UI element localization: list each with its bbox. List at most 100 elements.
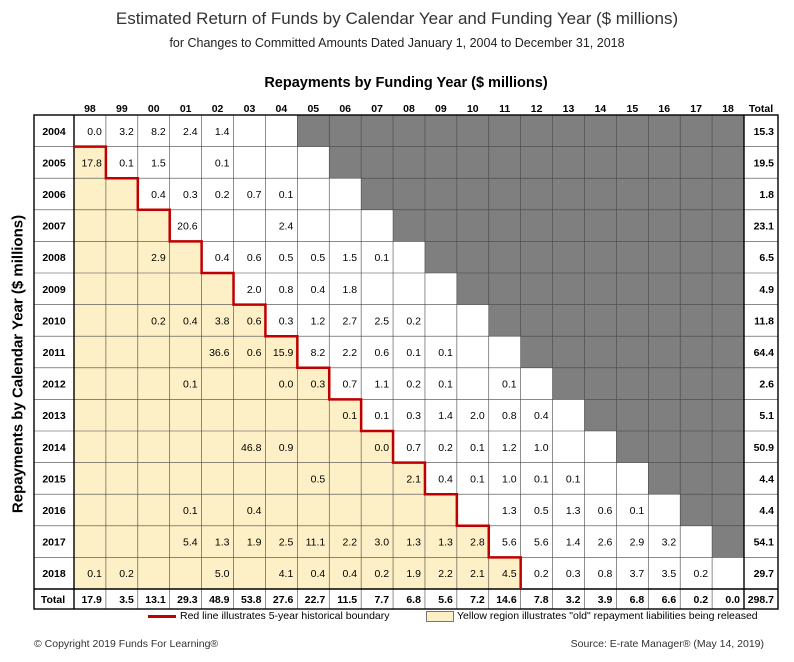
cell-value: 4.5 bbox=[502, 568, 517, 580]
column-header: 06 bbox=[339, 103, 351, 115]
yellow-cell bbox=[169, 557, 202, 589]
cell-value: 2.2 bbox=[343, 347, 358, 359]
cell-value: 0.1 bbox=[566, 473, 581, 485]
yellow-cell bbox=[329, 431, 362, 463]
column-total: 14.6 bbox=[496, 594, 517, 606]
cell-value: 1.2 bbox=[502, 442, 517, 454]
row-total: 6.5 bbox=[759, 252, 774, 264]
gray-cell bbox=[648, 399, 681, 431]
cell-value: 0.7 bbox=[343, 379, 358, 391]
yellow-cell bbox=[169, 399, 202, 431]
gray-cell bbox=[424, 241, 457, 273]
yellow-cell bbox=[105, 494, 138, 526]
gray-cell bbox=[648, 336, 681, 368]
yellow-cell bbox=[105, 178, 138, 210]
gray-cell bbox=[680, 431, 713, 463]
gray-cell bbox=[680, 494, 713, 526]
gray-cell bbox=[424, 209, 457, 242]
gray-cell bbox=[712, 336, 744, 368]
cell-value: 11.1 bbox=[306, 537, 326, 549]
yellow-cell bbox=[424, 525, 457, 558]
gray-cell bbox=[680, 336, 713, 368]
yellow-cell bbox=[137, 525, 170, 558]
row-total: 2.6 bbox=[759, 379, 774, 391]
cell-value: 0.4 bbox=[215, 252, 230, 264]
gray-cell bbox=[552, 178, 585, 210]
yellow-cell bbox=[233, 525, 266, 558]
gray-cell bbox=[456, 273, 489, 305]
yellow-cell bbox=[74, 209, 106, 242]
gray-cell bbox=[361, 178, 394, 210]
gray-cell bbox=[648, 431, 681, 463]
cell-value: 3.2 bbox=[119, 126, 134, 138]
column-header: 10 bbox=[467, 103, 479, 115]
cell-value: 1.3 bbox=[215, 537, 230, 549]
gray-cell bbox=[552, 241, 585, 273]
yellow-cell bbox=[201, 336, 234, 368]
row-total: 1.8 bbox=[759, 189, 774, 201]
cell-value: 2.4 bbox=[183, 126, 198, 138]
column-total: 53.8 bbox=[241, 594, 262, 606]
yellow-cell bbox=[74, 525, 106, 558]
yellow-cell bbox=[361, 494, 394, 526]
yellow-cell bbox=[297, 557, 330, 589]
column-header: 04 bbox=[276, 103, 288, 115]
yellow-cell bbox=[74, 273, 106, 305]
row-header: 2005 bbox=[42, 157, 66, 169]
gray-cell bbox=[712, 399, 744, 431]
column-axis-label: Repayments by Funding Year ($ millions) bbox=[264, 75, 548, 91]
gray-cell bbox=[552, 336, 585, 368]
gray-cell bbox=[520, 178, 553, 210]
row-total: 4.4 bbox=[759, 473, 774, 485]
gray-cell bbox=[584, 115, 617, 147]
column-header: 11 bbox=[499, 103, 510, 115]
gray-cell bbox=[520, 146, 553, 179]
row-header: 2007 bbox=[42, 221, 66, 233]
gray-cell bbox=[361, 115, 394, 147]
column-total: 6.8 bbox=[406, 594, 421, 606]
gray-cell bbox=[488, 304, 521, 337]
column-header: 09 bbox=[435, 103, 447, 115]
cell-value: 3.7 bbox=[630, 568, 645, 580]
column-header: 02 bbox=[212, 103, 224, 115]
legend-red-line-text: Red line illustrates 5-year historical b… bbox=[180, 610, 390, 622]
gray-cell bbox=[616, 431, 649, 463]
gray-cell bbox=[712, 178, 744, 210]
row-total: 11.8 bbox=[754, 315, 774, 327]
yellow-cell bbox=[201, 557, 234, 589]
yellow-cell bbox=[329, 525, 362, 558]
cell-value: 2.8 bbox=[470, 537, 485, 549]
five-year-boundary-line bbox=[74, 145, 522, 589]
yellow-cell bbox=[137, 494, 170, 526]
row-header: 2016 bbox=[42, 505, 66, 517]
cell-value: 1.4 bbox=[215, 126, 230, 138]
cell-value: 2.0 bbox=[470, 410, 485, 422]
gray-cell bbox=[680, 399, 713, 431]
yellow-cell bbox=[74, 399, 106, 431]
gray-cell bbox=[456, 178, 489, 210]
cell-value: 2.1 bbox=[470, 568, 485, 580]
yellow-cell bbox=[105, 367, 138, 400]
gray-cell bbox=[712, 431, 744, 463]
cell-value: 3.8 bbox=[215, 315, 230, 327]
gray-cell bbox=[648, 146, 681, 179]
cell-value: 0.6 bbox=[374, 347, 389, 359]
cell-value: 0.0 bbox=[374, 442, 389, 454]
column-header: 12 bbox=[531, 103, 543, 115]
yellow-cell bbox=[137, 273, 170, 305]
yellow-cell bbox=[233, 399, 266, 431]
yellow-cell bbox=[393, 462, 425, 495]
column-header: 07 bbox=[371, 103, 383, 115]
row-total: 15.3 bbox=[754, 126, 775, 138]
gray-cell bbox=[488, 146, 521, 179]
cell-value: 1.3 bbox=[566, 505, 581, 517]
row-total: 54.1 bbox=[754, 537, 775, 549]
gray-cell bbox=[648, 367, 681, 400]
column-header: 00 bbox=[148, 103, 160, 115]
red-line-swatch bbox=[148, 614, 176, 618]
source-text: Source: E-rate Manager® (May 14, 2019) bbox=[570, 638, 764, 650]
cell-value: 2.5 bbox=[279, 537, 294, 549]
gray-cell bbox=[712, 115, 744, 147]
cell-value: 0.3 bbox=[279, 315, 294, 327]
column-total: 7.8 bbox=[534, 594, 549, 606]
